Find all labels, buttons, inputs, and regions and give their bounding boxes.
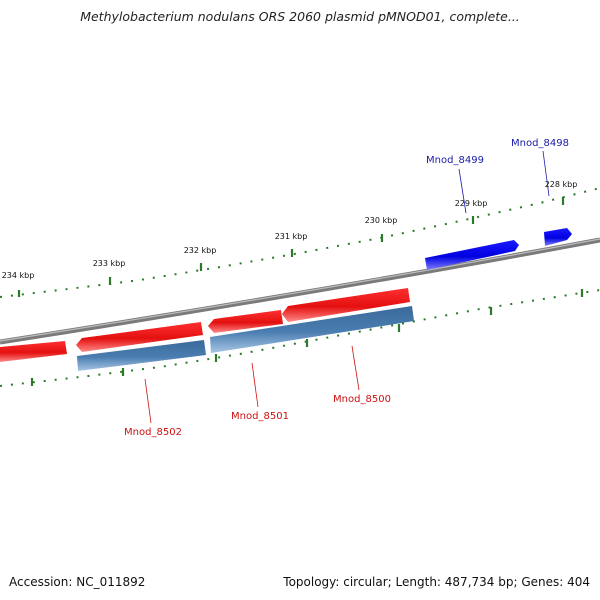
tick-label-228: 228 kbp xyxy=(545,180,578,189)
backbone xyxy=(0,237,600,345)
tick-label-234: 234 kbp xyxy=(2,271,35,280)
outer-ruler: 234 kbp 233 kbp 232 kbp 231 kbp 230 kbp … xyxy=(0,180,600,298)
gene-mnod-8499[interactable] xyxy=(425,240,519,270)
cds-features[interactable] xyxy=(77,306,414,371)
cds-mnod-8502[interactable] xyxy=(77,340,206,371)
cds-mnod-8501[interactable] xyxy=(210,306,414,353)
tick-labels: 234 kbp 233 kbp 232 kbp 231 kbp 230 kbp … xyxy=(2,180,578,280)
forward-genes[interactable] xyxy=(425,228,572,270)
gene-mnod-8500-red[interactable] xyxy=(282,288,410,322)
accession-text: Accession: NC_011892 xyxy=(9,575,146,589)
label-mnod-8499[interactable]: Mnod_8499 xyxy=(426,155,484,166)
leader-mnod-8499 xyxy=(458,168,467,214)
label-mnod-8502[interactable]: Mnod_8502 xyxy=(124,427,182,438)
gene-red-left[interactable] xyxy=(0,341,67,362)
leader-mnod-8502 xyxy=(144,378,152,424)
topology-summary: Topology: circular; Length: 487,734 bp; … xyxy=(283,575,590,589)
leader-mnod-8500 xyxy=(351,345,360,391)
tick-label-231: 231 kbp xyxy=(275,232,308,241)
outer-ruler-major-ticks xyxy=(17,197,565,297)
tick-label-233: 233 kbp xyxy=(93,259,126,268)
inner-ruler-major-ticks xyxy=(30,289,584,386)
map-title: Methylobacterium nodulans ORS 2060 plasm… xyxy=(80,9,520,24)
leader-mnod-8501 xyxy=(251,362,259,408)
inner-ruler xyxy=(0,289,600,387)
gene-mnod-8502-red[interactable] xyxy=(76,322,203,352)
gene-mnod-8501-red[interactable] xyxy=(208,310,283,333)
label-mnod-8500[interactable]: Mnod_8500 xyxy=(333,394,391,405)
gene-mnod-8498[interactable] xyxy=(544,228,572,246)
leader-lines xyxy=(144,150,550,424)
tick-label-230: 230 kbp xyxy=(365,216,398,225)
label-mnod-8498[interactable]: Mnod_8498 xyxy=(511,138,569,149)
leader-mnod-8498 xyxy=(542,150,550,197)
tick-label-232: 232 kbp xyxy=(184,246,217,255)
gene-labels: Mnod_8499 Mnod_8498 Mnod_8502 Mnod_8501 … xyxy=(124,138,569,438)
label-mnod-8501[interactable]: Mnod_8501 xyxy=(231,411,289,422)
reverse-genes[interactable] xyxy=(0,288,410,362)
tick-label-229: 229 kbp xyxy=(455,199,488,208)
